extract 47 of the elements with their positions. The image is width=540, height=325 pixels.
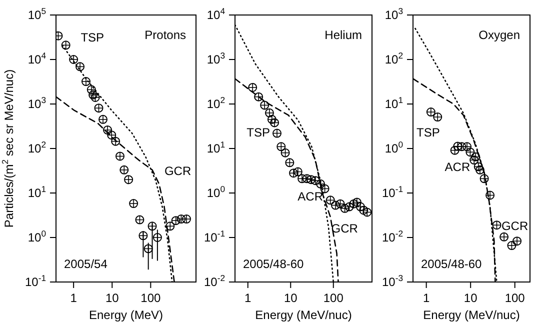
text: 2005/48-60 (243, 257, 304, 271)
y-tick-label: 10$^{0}$ (384, 140, 404, 156)
y-tick-label: 10$^{3}$ (206, 50, 226, 66)
text: Protons (144, 28, 186, 42)
y-tick-label: 10$^{1}$ (28, 184, 46, 200)
annotation: GCR (501, 218, 528, 233)
y-tick-label: 10$^{1}$ (384, 95, 404, 111)
x-tick-label: 1 (70, 291, 78, 305)
y-tick-label: 10$^{-2}$ (382, 228, 404, 244)
text: Helium (324, 28, 362, 42)
y-tick-label: 10$^{2}$ (384, 50, 404, 66)
x-tick-label: 100 (504, 291, 526, 305)
y-tick-label: 10$^{2}$ (206, 95, 226, 111)
y-tick-label: 10$^{2}$ (28, 140, 46, 156)
y-tick-label: 10$^{3}$ (28, 95, 46, 111)
y-tick-label: 10$^{4}$ (28, 50, 46, 66)
annotation: TSP (80, 30, 104, 45)
y-tick-label: 10$^{0}$ (28, 228, 46, 244)
x-axis-title: Energy (MeV) (88, 308, 164, 322)
text: Oxygen (478, 28, 520, 42)
x-tick-label: 10 (105, 291, 120, 305)
text: 2005/54 (64, 257, 108, 271)
y-tick-label: 10$^{1}$ (206, 140, 226, 156)
y-tick-label: 10$^{-1}$ (382, 184, 404, 200)
x-tick-label: 10 (284, 291, 298, 305)
annotation: TSP (246, 125, 270, 140)
annotation: ACR (444, 160, 470, 174)
text: 2005/48-60 (421, 257, 482, 271)
x-tick-label: 100 (140, 291, 161, 305)
y-tick-label: 10$^{-3}$ (382, 273, 404, 289)
x-axis-title: Energy (MeV/nuc) (255, 308, 352, 322)
annotation: GCR (331, 222, 358, 236)
y-tick-label: 10$^{5}$ (28, 6, 46, 22)
y-tick-label: 10$^{-1}$ (24, 273, 46, 289)
annotation: GCR (164, 164, 192, 178)
x-tick-label: 10 (464, 291, 478, 305)
y-tick-label: 10$^{-1}$ (204, 228, 226, 244)
x-tick-label: 100 (323, 291, 344, 305)
x-axis-title: Energy (MeV/nuc) (423, 308, 520, 322)
annotation: ACR (298, 190, 324, 204)
y-tick-label: 10$^{0}$ (206, 184, 226, 200)
x-tick-label: 1 (422, 291, 430, 305)
annotation: TSP (416, 125, 440, 140)
x-tick-label: 1 (244, 291, 252, 305)
y-tick-label: 10$^{3}$ (384, 6, 404, 22)
y-tick-label: 10$^{-2}$ (204, 273, 226, 289)
y-tick-label: 10$^{4}$ (206, 6, 226, 22)
